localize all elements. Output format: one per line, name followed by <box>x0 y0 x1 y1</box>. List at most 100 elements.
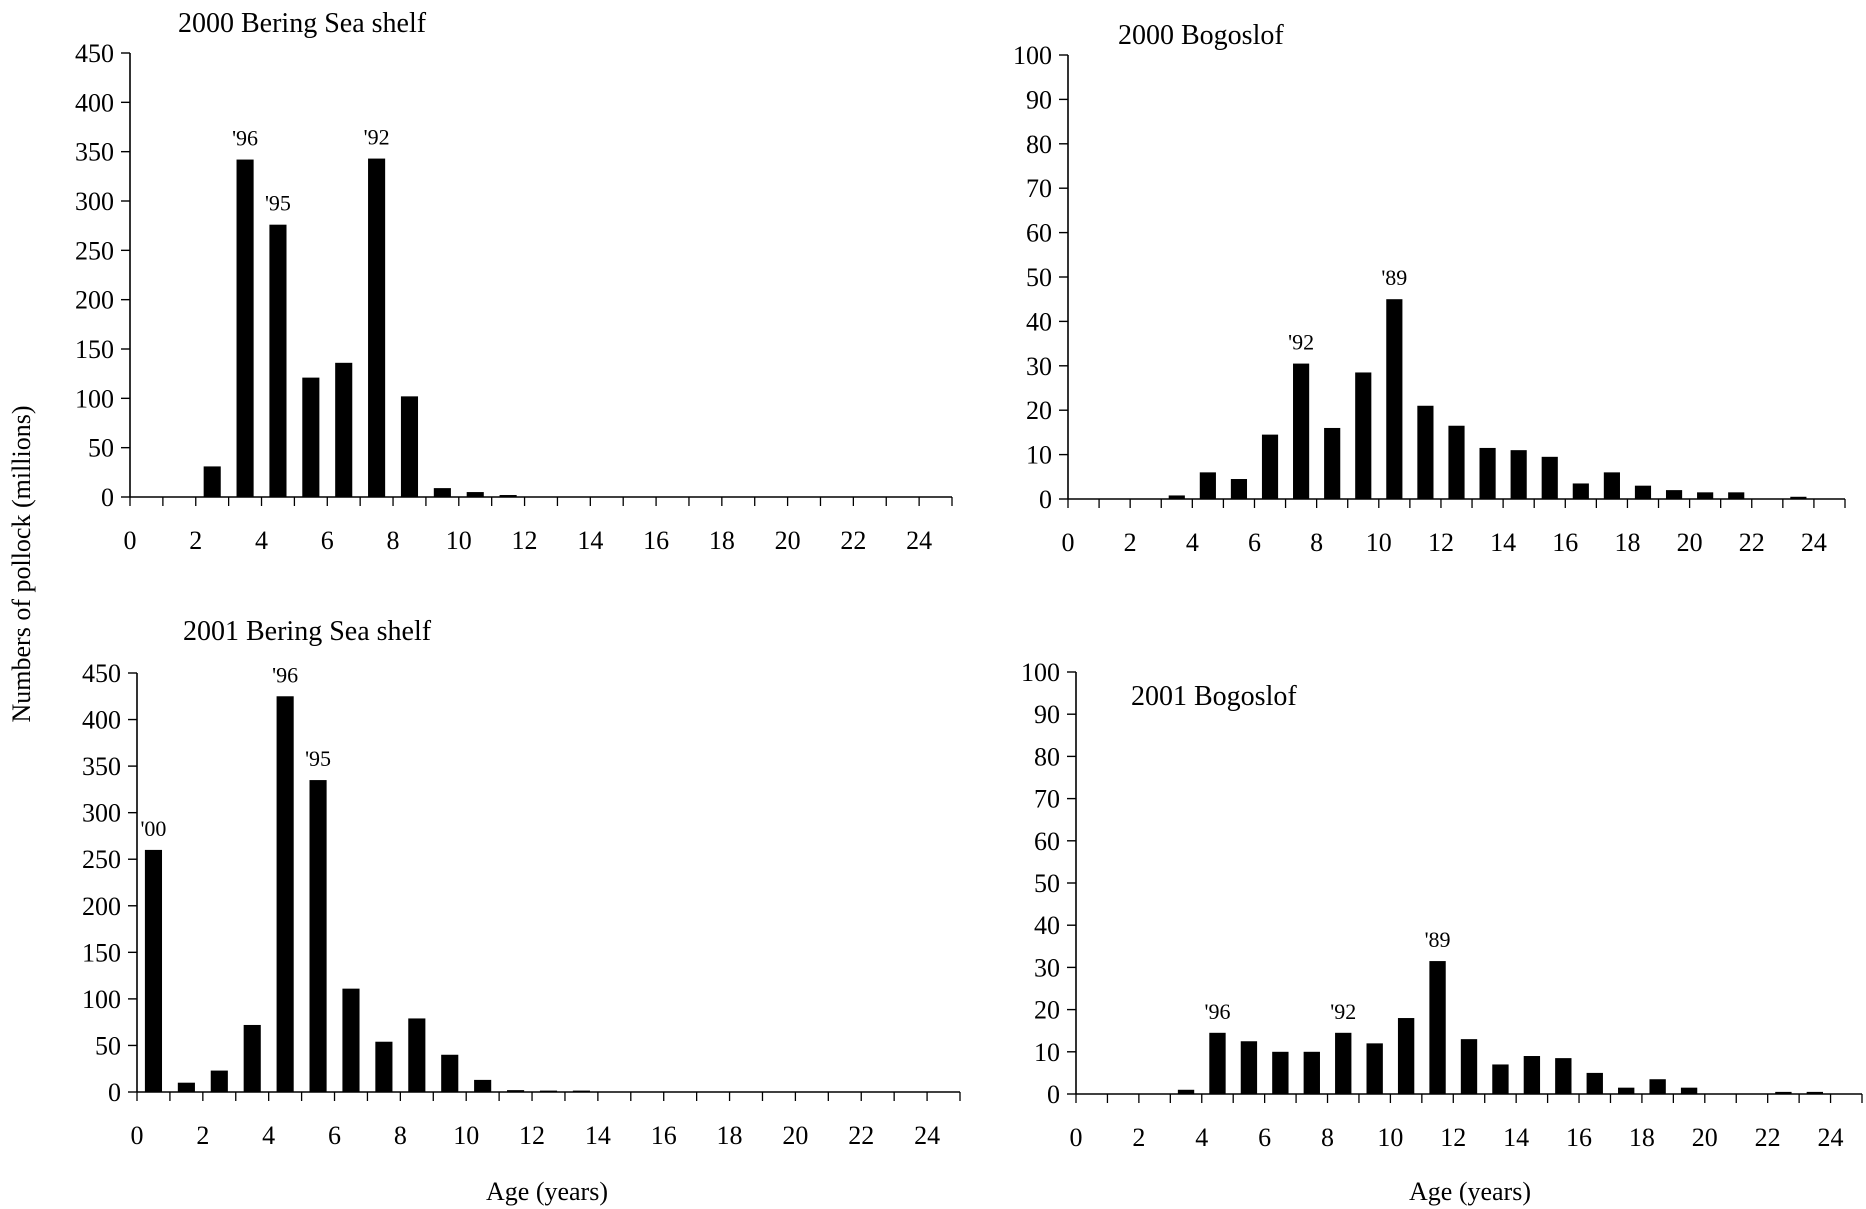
bar <box>1586 1072 1603 1094</box>
y-tick-label: 200 <box>75 286 114 315</box>
bar <box>1303 1051 1320 1094</box>
x-tick-label: 24 <box>914 1121 940 1150</box>
y-tick-label: 70 <box>1034 785 1060 814</box>
y-tick-label: 0 <box>108 1078 121 1107</box>
x-tick-label: 20 <box>1692 1123 1718 1152</box>
data-label: '96 <box>272 662 298 687</box>
bar <box>1230 479 1248 499</box>
x-tick-label: 20 <box>1677 528 1703 557</box>
y-tick-label: 0 <box>1047 1080 1060 1109</box>
data-label: '92 <box>1330 999 1356 1024</box>
bar <box>1177 1089 1195 1094</box>
chart-title: 2001 Bering Sea shelf <box>183 616 432 647</box>
x-tick-label: 16 <box>1566 1123 1592 1152</box>
bar <box>1492 1064 1509 1094</box>
y-tick-label: 10 <box>1026 441 1052 470</box>
bar <box>1448 425 1465 499</box>
x-tick-label: 14 <box>1490 528 1516 557</box>
y-tick-label: 150 <box>75 335 114 364</box>
x-tick-label: 22 <box>1755 1123 1781 1152</box>
bar <box>408 1018 426 1092</box>
y-axis-title: Numbers of pollock (millions) <box>7 405 36 722</box>
x-tick-label: 22 <box>1739 528 1765 557</box>
y-tick-label: 450 <box>75 39 114 68</box>
bar <box>1775 1091 1792 1094</box>
data-label: '96 <box>232 126 258 151</box>
x-tick-label: 4 <box>255 526 268 555</box>
bar <box>572 1090 590 1092</box>
y-tick-label: 40 <box>1026 307 1052 336</box>
y-tick-label: 350 <box>82 752 121 781</box>
bar <box>302 377 320 497</box>
bar <box>1417 405 1434 499</box>
y-tick-label: 100 <box>82 985 121 1014</box>
y-tick-label: 150 <box>82 938 121 967</box>
y-tick-label: 50 <box>1034 869 1060 898</box>
bar <box>243 1024 261 1092</box>
y-tick-label: 400 <box>75 88 114 117</box>
chart-panel-shelf-2000: 2000 Bering Sea shelf0501001502002503003… <box>75 8 953 555</box>
x-tick-label: 8 <box>387 526 400 555</box>
y-tick-label: 20 <box>1034 996 1060 1025</box>
x-axis-title-right: Age (years) <box>1409 1177 1531 1206</box>
y-tick-label: 30 <box>1034 953 1060 982</box>
bar <box>309 780 327 1092</box>
bar <box>1460 1039 1478 1094</box>
x-tick-label: 14 <box>585 1121 611 1150</box>
x-tick-label: 24 <box>1818 1123 1844 1152</box>
bar <box>1386 299 1403 499</box>
y-tick-label: 90 <box>1034 700 1060 729</box>
x-tick-label: 0 <box>124 526 137 555</box>
bar <box>1665 490 1683 499</box>
bar <box>210 1070 228 1092</box>
bar <box>441 1054 459 1092</box>
y-tick-label: 40 <box>1034 911 1060 940</box>
bar <box>1272 1051 1289 1094</box>
y-tick-label: 450 <box>82 659 121 688</box>
x-tick-label: 8 <box>1310 528 1323 557</box>
data-label: '92 <box>364 125 390 150</box>
bar <box>1199 472 1216 499</box>
data-label: '92 <box>1288 330 1314 355</box>
bar <box>1397 1018 1415 1094</box>
x-tick-label: 14 <box>577 526 603 555</box>
y-tick-label: 50 <box>88 434 114 463</box>
bar <box>1680 1087 1698 1094</box>
x-tick-label: 18 <box>709 526 735 555</box>
bar <box>507 1090 525 1092</box>
bar <box>1261 434 1279 499</box>
bar <box>335 362 353 497</box>
y-tick-label: 70 <box>1026 174 1052 203</box>
x-tick-label: 16 <box>643 526 669 555</box>
x-tick-label: 2 <box>1132 1123 1145 1152</box>
bar <box>368 158 386 497</box>
x-tick-label: 0 <box>1062 528 1075 557</box>
x-tick-label: 18 <box>717 1121 743 1150</box>
chart-title: 2001 Bogoslof <box>1131 681 1297 712</box>
x-tick-label: 20 <box>782 1121 808 1150</box>
chart-title: 2000 Bering Sea shelf <box>178 8 427 39</box>
bar <box>400 396 419 497</box>
bar <box>1366 1043 1383 1094</box>
x-tick-label: 4 <box>1195 1123 1208 1152</box>
bar <box>1523 1056 1541 1094</box>
y-tick-label: 20 <box>1026 396 1052 425</box>
x-tick-label: 10 <box>1377 1123 1403 1152</box>
data-label: '95 <box>265 191 291 216</box>
bar <box>1618 1087 1635 1094</box>
bar <box>1335 1032 1352 1094</box>
y-tick-label: 250 <box>75 236 114 265</box>
x-tick-label: 8 <box>1321 1123 1334 1152</box>
x-axis-title-left: Age (years) <box>486 1177 608 1206</box>
x-tick-label: 6 <box>328 1121 341 1150</box>
y-tick-label: 350 <box>75 138 114 167</box>
x-tick-label: 2 <box>196 1121 209 1150</box>
bar <box>269 224 287 497</box>
bar <box>177 1082 195 1092</box>
x-tick-label: 22 <box>848 1121 874 1150</box>
x-tick-label: 20 <box>775 526 801 555</box>
bar <box>236 159 254 497</box>
y-tick-label: 100 <box>1021 658 1060 687</box>
bar <box>1240 1041 1258 1094</box>
y-tick-label: 80 <box>1034 742 1060 771</box>
